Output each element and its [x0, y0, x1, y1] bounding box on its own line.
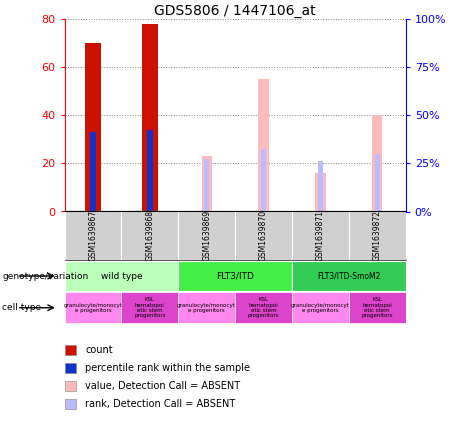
Text: GSM1639867: GSM1639867 — [89, 210, 97, 261]
Bar — [178, 261, 292, 291]
Text: percentile rank within the sample: percentile rank within the sample — [85, 363, 250, 373]
Bar — [121, 212, 178, 260]
Text: granulocyte/monocyt
e progenitors: granulocyte/monocyt e progenitors — [64, 302, 123, 313]
Text: FLT3/ITD: FLT3/ITD — [216, 272, 254, 280]
Bar — [261, 149, 266, 212]
Title: GDS5806 / 1447106_at: GDS5806 / 1447106_at — [154, 4, 316, 18]
Bar — [178, 212, 235, 260]
Text: GSM1639871: GSM1639871 — [316, 210, 325, 261]
Bar — [204, 159, 209, 212]
Text: granulocyte/monocyt
e progenitors: granulocyte/monocyt e progenitors — [291, 302, 350, 313]
Bar — [65, 363, 76, 373]
Bar — [65, 399, 76, 409]
Bar — [292, 292, 349, 323]
Bar — [65, 381, 76, 390]
Bar — [375, 154, 379, 212]
Text: value, Detection Call = ABSENT: value, Detection Call = ABSENT — [85, 381, 240, 391]
Bar — [292, 261, 406, 291]
Bar — [315, 173, 325, 212]
Bar — [178, 292, 235, 323]
Bar — [65, 261, 178, 291]
Bar — [349, 212, 406, 260]
Text: KSL
hematopoi
etic stem
progenitors: KSL hematopoi etic stem progenitors — [361, 297, 393, 319]
Text: GSM1639870: GSM1639870 — [259, 210, 268, 261]
Bar — [235, 292, 292, 323]
Bar — [372, 115, 382, 212]
Text: granulocyte/monocyt
e progenitors: granulocyte/monocyt e progenitors — [177, 302, 236, 313]
Bar — [259, 79, 269, 212]
Text: genotype/variation: genotype/variation — [2, 272, 89, 280]
Text: rank, Detection Call = ABSENT: rank, Detection Call = ABSENT — [85, 399, 236, 409]
Text: cell type: cell type — [2, 303, 41, 312]
Text: KSL
hematopoi
etic stem
progenitors: KSL hematopoi etic stem progenitors — [134, 297, 165, 319]
Bar — [147, 130, 153, 212]
Text: count: count — [85, 345, 113, 355]
Text: GSM1639872: GSM1639872 — [373, 210, 382, 261]
Bar — [121, 292, 178, 323]
Text: GSM1639868: GSM1639868 — [145, 210, 154, 261]
Bar — [349, 292, 406, 323]
Bar — [235, 212, 292, 260]
Bar — [142, 24, 158, 212]
Text: GSM1639869: GSM1639869 — [202, 210, 211, 261]
Bar — [90, 132, 96, 212]
Bar — [292, 212, 349, 260]
Bar — [318, 161, 323, 212]
Bar — [85, 43, 101, 212]
Bar — [65, 345, 76, 354]
Text: KSL
hematopoi
etic stem
progenitors: KSL hematopoi etic stem progenitors — [248, 297, 279, 319]
Bar — [65, 212, 121, 260]
Text: wild type: wild type — [100, 272, 142, 280]
Text: FLT3/ITD-SmoM2: FLT3/ITD-SmoM2 — [317, 272, 380, 280]
Bar — [201, 156, 212, 212]
Bar — [65, 292, 121, 323]
